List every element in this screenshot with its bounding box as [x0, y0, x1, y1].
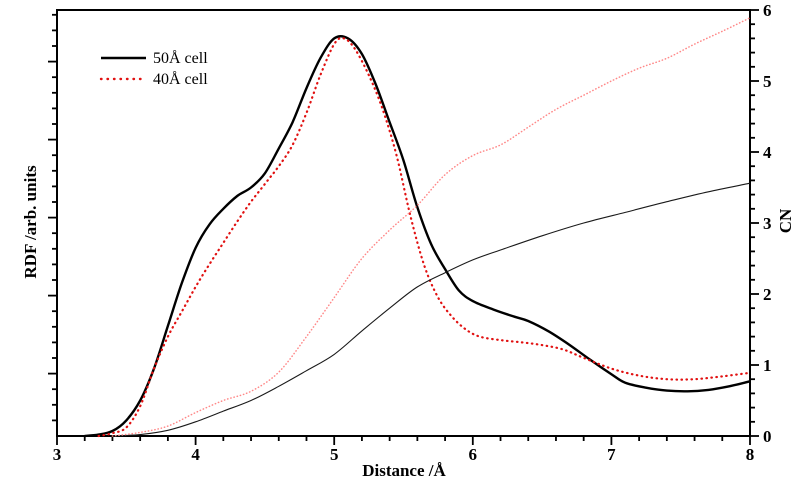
right-y-tick-label: 2 [763, 285, 772, 304]
x-tick-label: 3 [53, 445, 62, 464]
left-y-axis-label: RDF /arb. units [21, 165, 40, 279]
right-y-axis-label: CN [776, 208, 795, 233]
curve-rdf-50a [84, 34, 751, 438]
right-y-tick-label: 1 [763, 356, 772, 375]
x-axis-label: Distance /Å [362, 461, 446, 480]
x-tick-label: 7 [607, 445, 616, 464]
x-tick-label: 5 [330, 445, 339, 464]
curve-rdf-40a [97, 36, 752, 438]
right-y-tick-label: 5 [763, 72, 772, 91]
curve-cn-40a [111, 17, 751, 437]
x-tick-label: 8 [746, 445, 755, 464]
right-y-tick-label: 0 [763, 427, 772, 446]
legend-label-40a: 40Å cell [153, 70, 208, 88]
chart-generated-content: 3 4 5 6 7 80 1 2 3 4 5 6 [48, 1, 772, 464]
right-y-tick-label: 6 [763, 1, 772, 20]
legend-label-50a: 50Å cell [153, 49, 208, 67]
curve-cn-50a [112, 182, 751, 437]
x-tick-label: 6 [469, 445, 478, 464]
right-y-tick-label: 3 [763, 214, 772, 233]
legend: 50Å cell 40Å cell [99, 49, 208, 88]
x-tick-label: 4 [191, 445, 200, 464]
right-y-tick-label: 4 [763, 143, 772, 162]
